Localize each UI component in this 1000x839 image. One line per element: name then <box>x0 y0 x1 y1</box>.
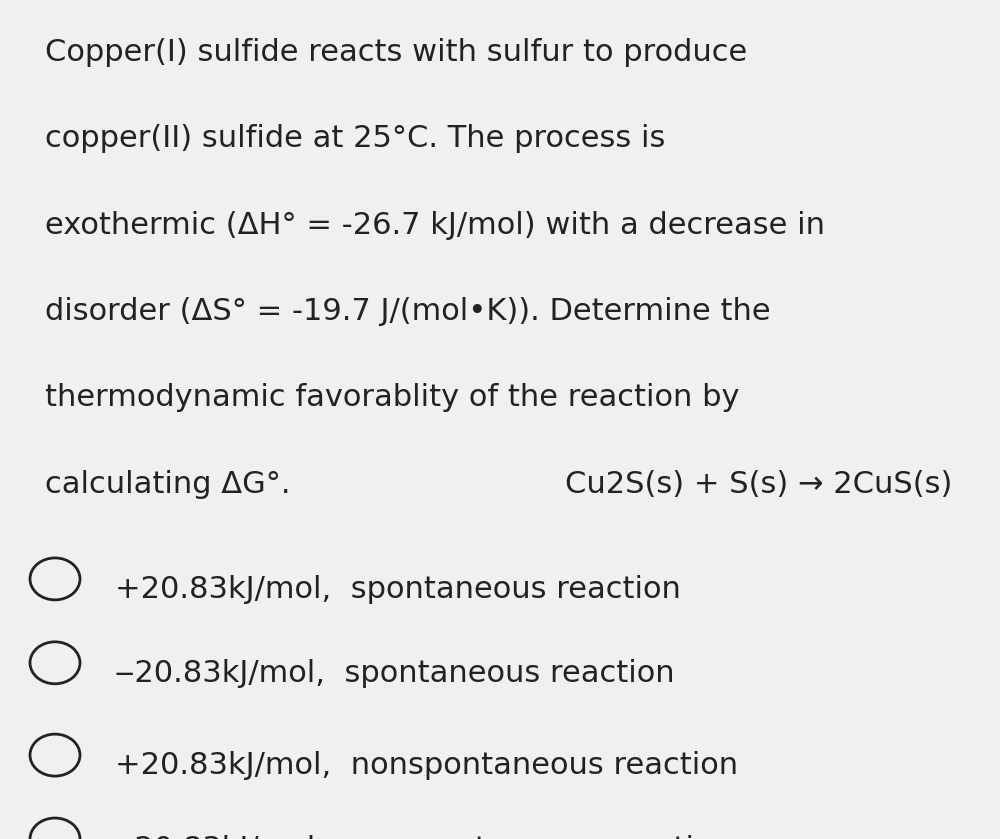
Text: copper(II) sulfide at 25°C. The process is: copper(II) sulfide at 25°C. The process … <box>45 124 665 154</box>
Text: Copper(I) sulfide reacts with sulfur to produce: Copper(I) sulfide reacts with sulfur to … <box>45 38 747 67</box>
Text: ‒20.83kJ/mol,  spontaneous reaction: ‒20.83kJ/mol, spontaneous reaction <box>115 659 675 688</box>
Text: Cu2S(s) + S(s) → 2CuS(s): Cu2S(s) + S(s) → 2CuS(s) <box>565 470 952 499</box>
Text: thermodynamic favorablity of the reaction by: thermodynamic favorablity of the reactio… <box>45 383 740 413</box>
Text: +20.83kJ/mol,  spontaneous reaction: +20.83kJ/mol, spontaneous reaction <box>115 575 681 604</box>
Text: +20.83kJ/mol,  nonspontaneous reaction: +20.83kJ/mol, nonspontaneous reaction <box>115 751 738 780</box>
Text: calculating ΔG°.: calculating ΔG°. <box>45 470 290 499</box>
Text: disorder (ΔS° = -19.7 J/(mol•K)). Determine the: disorder (ΔS° = -19.7 J/(mol•K)). Determ… <box>45 297 771 326</box>
Text: exothermic (ΔH° = -26.7 kJ/mol) with a decrease in: exothermic (ΔH° = -26.7 kJ/mol) with a d… <box>45 211 825 240</box>
Text: ‒20.83kJ/mol,  nonspontaneous reaction: ‒20.83kJ/mol, nonspontaneous reaction <box>115 835 732 839</box>
